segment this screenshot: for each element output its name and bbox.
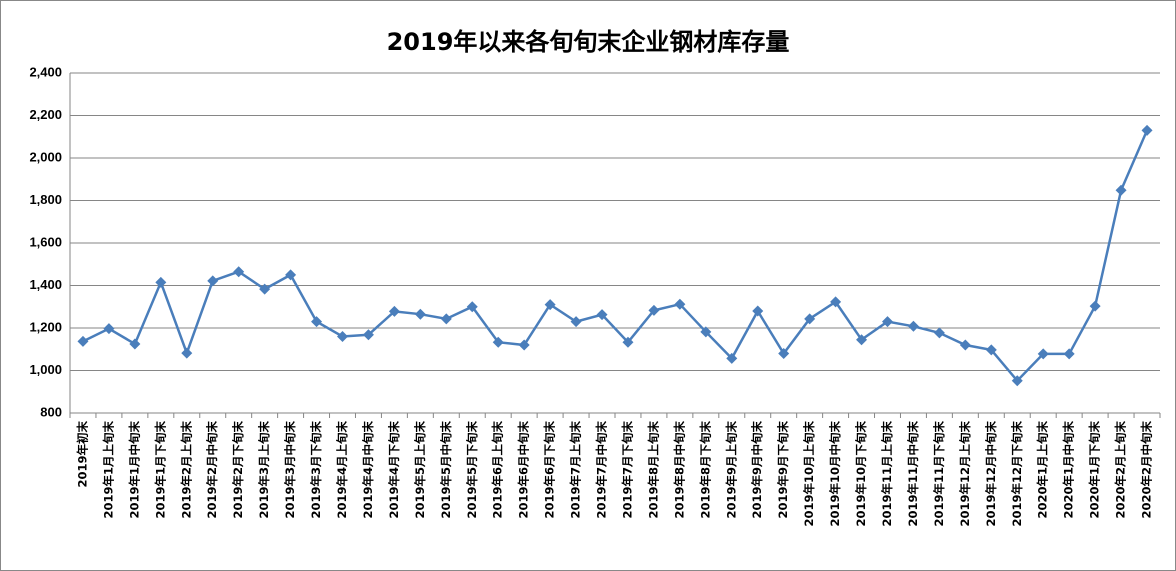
marker: [155, 276, 167, 288]
x-tick-label: 2019年2月下旬末: [231, 421, 245, 519]
x-tick-label: 2019年12月上旬末: [958, 421, 972, 527]
x-tick-label: 2019年4月下旬末: [387, 421, 401, 519]
x-tick-label: 2019年5月下旬末: [465, 421, 479, 519]
x-tick-label: 2020年2月上旬末: [1114, 421, 1128, 519]
y-tick-label: 1,600: [29, 234, 62, 249]
marker: [181, 347, 193, 359]
marker: [830, 296, 842, 308]
marker: [259, 283, 271, 295]
marker: [103, 323, 115, 335]
x-tick-label: 2019年4月上旬末: [335, 421, 349, 519]
x-tick-label: 2019年1月上旬末: [101, 421, 115, 519]
marker: [544, 299, 556, 311]
x-tick-label: 2019年6月下旬末: [543, 421, 557, 519]
y-tick-label: 1,200: [29, 319, 62, 334]
x-tick-label: 2019年2月中旬末: [205, 421, 219, 519]
x-tick-label: 2019年6月中旬末: [517, 421, 531, 519]
x-tick-label: 2019年10月上旬末: [802, 421, 816, 527]
y-tick-label: 1,000: [29, 362, 62, 377]
marker: [700, 326, 712, 338]
x-tick-label: 2019年1月下旬末: [153, 421, 167, 519]
x-tick-label: 2019年5月中旬末: [439, 421, 453, 519]
x-tick-label: 2019年11月中旬末: [906, 421, 920, 527]
marker: [337, 331, 348, 342]
marker: [804, 313, 816, 325]
x-tick-label: 2019年3月下旬末: [309, 421, 323, 519]
marker: [466, 301, 478, 313]
marker: [570, 316, 582, 328]
x-tick-label: 2019年1月中旬末: [127, 421, 141, 519]
x-tick-label: 2019年3月中旬末: [283, 421, 297, 519]
x-tick-label: 2019年2月上旬末: [179, 421, 193, 519]
marker: [362, 329, 374, 341]
x-tick-label: 2019年11月下旬末: [932, 421, 946, 527]
marker: [1011, 375, 1023, 387]
y-tick-label: 1,400: [29, 277, 62, 292]
marker: [907, 320, 919, 332]
x-tick-label: 2019年9月中旬末: [750, 421, 764, 519]
marker: [959, 339, 971, 351]
marker: [985, 344, 997, 356]
marker: [882, 316, 893, 328]
x-tick-label: 2019年8月中旬末: [672, 421, 686, 519]
x-tick-label: 2019年4月中旬末: [361, 421, 375, 519]
marker: [1115, 184, 1127, 196]
marker: [311, 316, 323, 328]
marker: [388, 305, 400, 317]
marker: [492, 336, 504, 348]
marker: [752, 305, 764, 317]
x-tick-label: 2019年9月上旬末: [724, 421, 738, 519]
x-tick-label: 2019年6月上旬末: [491, 421, 505, 519]
chart-title: 2019年以来各旬旬末企业钢材库存量: [387, 28, 790, 56]
x-tick-label: 2019年7月下旬末: [620, 421, 634, 519]
marker: [933, 327, 945, 339]
marker: [622, 336, 634, 348]
marker: [233, 266, 245, 278]
x-tick-label: 2019年初末: [75, 421, 89, 488]
marker: [414, 308, 426, 320]
x-tick-label: 2019年10月中旬末: [828, 421, 842, 527]
x-tick-label: 2020年1月上旬末: [1036, 421, 1050, 519]
x-tick-label: 2019年5月上旬末: [413, 421, 427, 519]
marker: [440, 313, 452, 325]
x-tick-label: 2019年12月中旬末: [984, 421, 998, 527]
x-tick-label: 2020年2月中旬末: [1140, 421, 1154, 519]
y-tick-label: 2,400: [29, 64, 62, 79]
x-tick-label: 2020年1月中旬末: [1062, 421, 1076, 519]
x-tick-label: 2020年1月下旬末: [1088, 421, 1102, 519]
x-tick-label: 2019年8月下旬末: [698, 421, 712, 519]
x-tick-label: 2019年7月中旬末: [595, 421, 609, 519]
marker: [1037, 348, 1049, 360]
x-tick-label: 2019年12月下旬末: [1010, 421, 1024, 527]
x-tick-label: 2019年3月上旬末: [257, 421, 271, 519]
x-tick-label: 2019年8月上旬末: [646, 421, 660, 519]
y-tick-label: 1,800: [29, 192, 62, 207]
x-tick-label: 2019年7月上旬末: [569, 421, 583, 519]
marker: [1089, 300, 1101, 312]
marker: [518, 339, 530, 351]
marker: [129, 338, 141, 350]
x-tick-label: 2019年10月下旬末: [854, 421, 868, 527]
marker: [726, 352, 738, 364]
marker: [1141, 124, 1153, 136]
marker: [596, 309, 608, 321]
marker: [207, 275, 219, 287]
marker: [778, 348, 790, 359]
marker: [856, 334, 868, 346]
y-tick-label: 2,000: [29, 149, 62, 164]
marker: [674, 298, 686, 310]
marker: [1063, 348, 1075, 360]
marker: [77, 335, 89, 347]
x-tick-label: 2019年11月上旬末: [880, 421, 894, 527]
x-tick-label: 2019年9月下旬末: [776, 421, 790, 519]
y-tick-label: 800: [40, 404, 62, 419]
marker: [285, 269, 297, 281]
marker: [648, 304, 660, 316]
y-tick-label: 2,200: [29, 107, 62, 122]
